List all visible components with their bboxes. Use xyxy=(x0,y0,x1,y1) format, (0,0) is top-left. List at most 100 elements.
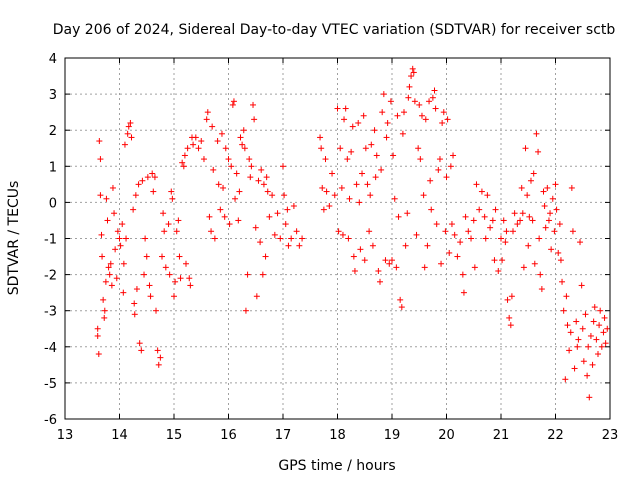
data-point xyxy=(422,116,429,123)
data-point xyxy=(258,166,265,173)
data-point xyxy=(465,228,472,235)
data-point xyxy=(269,192,276,199)
x-tick-label: 18 xyxy=(329,428,346,443)
data-point xyxy=(271,231,278,238)
data-point xyxy=(428,206,435,213)
data-point xyxy=(443,174,450,181)
data-point xyxy=(144,174,151,181)
data-point xyxy=(166,271,173,278)
data-point xyxy=(511,210,518,217)
data-point xyxy=(215,181,222,188)
data-point xyxy=(95,351,102,358)
data-point xyxy=(462,213,469,220)
data-point xyxy=(555,249,562,256)
data-point xyxy=(94,325,101,332)
data-point xyxy=(406,83,413,90)
data-point xyxy=(218,130,225,137)
data-point xyxy=(160,210,167,217)
data-point xyxy=(339,231,346,238)
data-point xyxy=(235,217,242,224)
data-point xyxy=(473,181,480,188)
data-point xyxy=(169,195,176,202)
data-point xyxy=(319,184,326,191)
data-point xyxy=(394,112,401,119)
data-point xyxy=(184,145,191,152)
data-point xyxy=(282,221,289,228)
data-point xyxy=(251,116,258,123)
data-point xyxy=(580,358,587,365)
data-point xyxy=(384,119,391,126)
data-point xyxy=(99,253,106,260)
data-point xyxy=(589,361,596,368)
data-point xyxy=(317,134,324,141)
data-point xyxy=(433,221,440,228)
data-point xyxy=(214,138,221,145)
data-point xyxy=(203,116,210,123)
data-point xyxy=(359,170,366,177)
data-point xyxy=(377,278,384,285)
data-point xyxy=(507,322,514,329)
data-point xyxy=(389,257,395,264)
data-point xyxy=(139,177,146,184)
data-point xyxy=(399,130,406,137)
data-point xyxy=(299,235,306,242)
data-point xyxy=(529,217,536,224)
data-point xyxy=(130,206,137,213)
data-point xyxy=(147,293,154,300)
data-point xyxy=(578,282,585,289)
data-point xyxy=(239,141,246,148)
data-point xyxy=(371,127,378,134)
data-point xyxy=(547,210,554,217)
data-point xyxy=(206,213,213,220)
data-point xyxy=(593,336,600,343)
x-tick-label: 20 xyxy=(438,428,455,443)
x-tick-label: 14 xyxy=(111,428,128,443)
x-tick-label: 22 xyxy=(547,428,564,443)
data-point xyxy=(380,91,387,98)
data-point xyxy=(459,271,466,278)
data-point xyxy=(395,213,402,220)
data-point xyxy=(341,116,348,123)
data-point xyxy=(161,228,168,235)
data-point xyxy=(334,105,341,112)
data-point xyxy=(255,177,262,184)
data-point xyxy=(168,188,175,195)
data-point xyxy=(446,249,453,256)
y-tick-label: -5 xyxy=(44,377,57,392)
data-point xyxy=(228,163,235,170)
data-point xyxy=(429,94,436,101)
chart-title: Day 206 of 2024, Sidereal Day-to-day VTE… xyxy=(53,22,616,38)
data-point xyxy=(541,203,548,210)
data-point xyxy=(360,112,367,119)
data-point xyxy=(326,203,333,210)
data-point xyxy=(296,242,303,249)
data-point xyxy=(495,267,502,274)
data-point xyxy=(563,293,570,300)
data-point xyxy=(344,156,351,163)
data-point xyxy=(410,69,417,76)
y-axis-label: SDTVAR / TECUs xyxy=(6,181,22,296)
data-point xyxy=(155,361,162,368)
data-point xyxy=(519,210,526,217)
y-tick-label: 3 xyxy=(49,88,57,103)
data-point xyxy=(100,296,107,303)
data-point xyxy=(405,94,412,101)
data-point xyxy=(356,199,363,206)
data-point xyxy=(402,242,409,249)
data-point xyxy=(418,112,425,119)
data-point xyxy=(176,253,183,260)
data-point xyxy=(525,242,532,249)
data-point xyxy=(404,210,411,217)
data-point xyxy=(564,322,571,329)
data-point xyxy=(103,195,110,202)
x-tick-label: 16 xyxy=(220,428,237,443)
data-point xyxy=(173,228,180,235)
data-point xyxy=(138,347,145,354)
data-point xyxy=(416,101,423,108)
data-point xyxy=(536,235,543,242)
data-point xyxy=(509,228,516,235)
data-point xyxy=(342,105,349,112)
data-point xyxy=(136,340,143,347)
data-point xyxy=(379,109,386,116)
